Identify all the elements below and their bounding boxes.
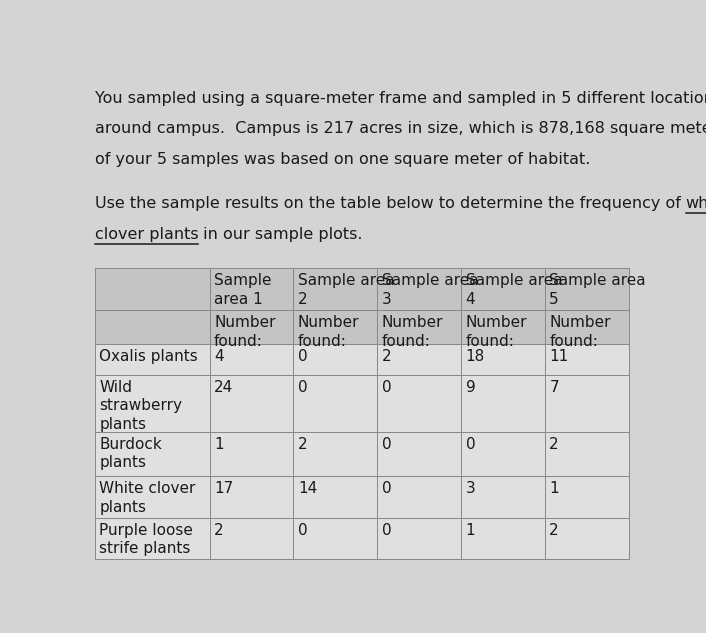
Bar [545,476,629,518]
Text: Sample
area 1: Sample area 1 [214,273,272,307]
Bar [545,375,629,432]
Bar [461,268,545,310]
Bar [294,432,377,476]
Text: 18: 18 [465,349,485,364]
Bar [461,375,545,432]
Bar [377,310,461,344]
Text: 2: 2 [298,437,308,451]
Text: 14: 14 [298,481,317,496]
Text: white: white [686,196,706,211]
Text: 1: 1 [465,523,475,538]
Text: 4: 4 [214,349,224,364]
Bar [545,518,629,560]
Bar [95,476,210,518]
Text: Sample area
4: Sample area 4 [465,273,562,307]
Bar [294,344,377,375]
Text: 0: 0 [382,437,391,451]
Bar [461,518,545,560]
Bar [545,268,629,310]
Bar [210,268,294,310]
Bar [461,310,545,344]
Text: Use the sample results on the table below to determine the frequency of: Use the sample results on the table belo… [95,196,686,211]
Text: Sample area
5: Sample area 5 [549,273,646,307]
Text: 9: 9 [465,380,475,394]
Bar [461,344,545,375]
Text: 0: 0 [382,523,391,538]
Bar [95,344,210,375]
Text: 7: 7 [549,380,559,394]
Text: around campus.  Campus is 217 acres in size, which is 878,168 square meters. Eac: around campus. Campus is 217 acres in si… [95,122,706,136]
Text: of your 5 samples was based on one square meter of habitat.: of your 5 samples was based on one squar… [95,152,590,167]
Text: 0: 0 [382,481,391,496]
Bar [545,432,629,476]
Text: 0: 0 [465,437,475,451]
Text: White clover
plants: White clover plants [99,481,196,515]
Text: Number
found:: Number found: [465,315,527,349]
Bar [377,375,461,432]
Text: Burdock
plants: Burdock plants [99,437,162,470]
Text: Sample area
3: Sample area 3 [382,273,478,307]
Bar [377,476,461,518]
Text: 2: 2 [549,523,559,538]
Text: clover plants: clover plants [95,227,198,242]
Text: Purple loose
strife plants: Purple loose strife plants [99,523,193,556]
Text: Number
found:: Number found: [298,315,359,349]
Text: Number
found:: Number found: [382,315,443,349]
Text: 11: 11 [549,349,568,364]
Text: 17: 17 [214,481,233,496]
Text: Sample area
2: Sample area 2 [298,273,395,307]
Bar [294,268,377,310]
Text: 0: 0 [298,380,308,394]
Bar [95,432,210,476]
Bar [377,518,461,560]
Bar [95,375,210,432]
Text: 2: 2 [382,349,391,364]
Bar [294,375,377,432]
Bar [294,518,377,560]
Bar [545,310,629,344]
Text: 24: 24 [214,380,233,394]
Text: 2: 2 [549,437,559,451]
Text: Oxalis plants: Oxalis plants [99,349,198,364]
Bar [210,375,294,432]
Bar [95,518,210,560]
Text: Number
found:: Number found: [214,315,275,349]
Bar [210,518,294,560]
Bar [210,344,294,375]
Text: Wild
strawberry
plants: Wild strawberry plants [99,380,182,432]
Bar [294,476,377,518]
Text: in our sample plots.: in our sample plots. [198,227,363,242]
Bar [95,268,210,310]
Bar [377,268,461,310]
Text: 1: 1 [549,481,559,496]
Text: 0: 0 [298,523,308,538]
Bar [210,310,294,344]
Bar [294,310,377,344]
Bar [461,432,545,476]
Text: You sampled using a square-meter frame and sampled in 5 different locations: You sampled using a square-meter frame a… [95,91,706,106]
Bar [461,476,545,518]
Text: 3: 3 [465,481,475,496]
Text: 0: 0 [382,380,391,394]
Bar [95,310,210,344]
Bar [377,432,461,476]
Bar [210,476,294,518]
Text: 0: 0 [298,349,308,364]
Bar [545,344,629,375]
Text: 1: 1 [214,437,224,451]
Text: 2: 2 [214,523,224,538]
Bar [377,344,461,375]
Text: Number
found:: Number found: [549,315,611,349]
Bar [210,432,294,476]
